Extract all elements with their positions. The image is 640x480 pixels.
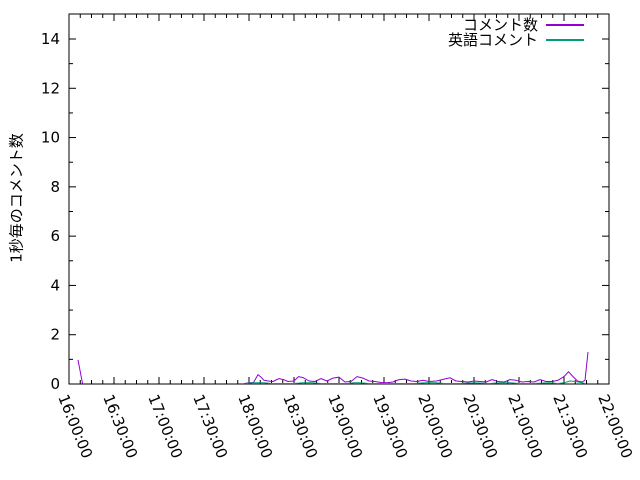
x-tick-label: 21:30:00: [549, 392, 591, 461]
legend-line-sample-english: [546, 39, 584, 41]
y-tick-label: 2: [50, 326, 60, 344]
x-tick-label: 19:30:00: [369, 392, 411, 461]
y-tick-label: 14: [41, 30, 60, 48]
plot-border: [68, 13, 610, 385]
x-tick-label: 22:00:00: [594, 392, 636, 461]
y-tick-label: 4: [50, 276, 60, 294]
x-tick-label: 18:00:00: [234, 392, 276, 461]
x-tick-label: 19:00:00: [324, 392, 366, 461]
legend-label-english: 英語コメント: [447, 31, 538, 49]
y-tick-label: 8: [50, 178, 60, 196]
x-tick-label: 16:30:00: [99, 392, 141, 461]
series-line-comments: [77, 351, 589, 384]
x-tick-label: 17:00:00: [144, 392, 186, 461]
y-tick-label: 10: [41, 129, 60, 147]
legend-label-comments: コメント数: [462, 16, 538, 34]
x-tick-label: 20:00:00: [414, 392, 456, 461]
y-tick-label: 12: [41, 79, 60, 97]
x-tick-label: 17:30:00: [189, 392, 231, 461]
x-tick-label: 16:00:00: [54, 392, 96, 461]
x-tick-label: 20:30:00: [459, 392, 501, 461]
x-tick-label: 21:00:00: [504, 392, 546, 461]
y-tick-label: 0: [50, 375, 60, 393]
x-tick-label: 18:30:00: [279, 392, 321, 461]
legend-entry-comments: コメント数: [448, 16, 584, 34]
legend: コメント数 英語コメント: [447, 16, 584, 49]
series-line-english: [245, 380, 586, 384]
legend-entry-english: 英語コメント: [447, 31, 584, 49]
y-tick-label: 6: [50, 227, 60, 245]
legend-line-sample-comments: [546, 24, 584, 26]
y-axis-title: 1秒毎のコメント数: [7, 133, 26, 263]
